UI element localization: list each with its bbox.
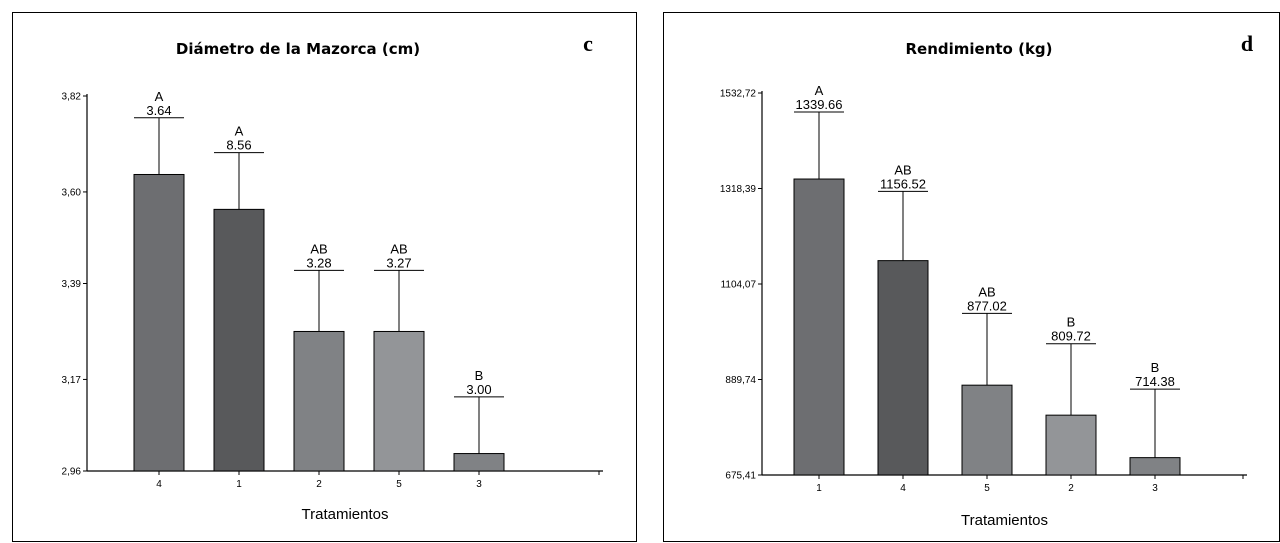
y-tick-label: 2,96 — [62, 467, 82, 478]
y-tick-label: 3,17 — [62, 375, 82, 386]
bar-3 — [453, 453, 505, 472]
data-label: 809.72 — [1051, 329, 1091, 344]
x-axis-label: Tratamientos — [302, 506, 389, 523]
x-tick-label: 2 — [1068, 483, 1074, 494]
x-tick-label: 2 — [316, 479, 322, 490]
group-letter: B — [1151, 360, 1160, 375]
y-tick-label: 3,82 — [62, 92, 82, 103]
x-tick-label: 3 — [1152, 483, 1158, 494]
group-letter: AB — [978, 284, 995, 299]
x-tick-label: 5 — [984, 483, 990, 494]
x-tick-label: 4 — [900, 483, 906, 494]
y-tick-label: 1532,72 — [720, 89, 757, 100]
chart-panel-d: Rendimiento (kg) d 675,41 889,74 1104,07 1318… — [663, 12, 1280, 542]
x-tick-label: 5 — [396, 479, 402, 490]
group-letter: B — [475, 368, 484, 383]
group-letter: AB — [310, 241, 327, 256]
chart-panel-c: Diámetro de la Mazorca (cm) c 2,96 3,17 3,39… — [12, 12, 637, 542]
group-letter: B — [1067, 315, 1076, 330]
bar-4 — [877, 260, 929, 476]
data-label: 877.02 — [967, 298, 1007, 313]
chart-title: Rendimiento (kg) — [905, 40, 1052, 58]
x-tick-label: 4 — [156, 479, 162, 490]
y-tick-label: 1318,39 — [720, 184, 757, 195]
bar-1 — [213, 208, 265, 472]
group-letter: AB — [390, 241, 407, 256]
bar-4 — [133, 173, 185, 472]
x-tick-label: 1 — [816, 483, 822, 494]
y-tick-label: 675,41 — [725, 471, 756, 482]
x-tick-label: 1 — [236, 479, 242, 490]
bar-2 — [293, 330, 345, 472]
data-label: 3.27 — [386, 255, 411, 270]
y-tick-label: 889,74 — [725, 375, 756, 386]
group-letter: AB — [894, 162, 911, 177]
data-label: 3.64 — [146, 103, 171, 118]
data-label: 3.00 — [466, 382, 491, 397]
bar-1 — [793, 178, 845, 476]
data-label: 1156.52 — [880, 176, 926, 191]
chart-title: Diámetro de la Mazorca (cm) — [176, 40, 420, 58]
bar-5 — [961, 384, 1013, 476]
y-tick-label: 3,60 — [62, 187, 82, 198]
group-letter: A — [815, 83, 824, 98]
chart-c-svg: Diámetro de la Mazorca (cm) c 2,96 3,17 3,39… — [62, 31, 603, 523]
bar-3 — [1129, 457, 1181, 476]
data-label: 3.28 — [306, 255, 331, 270]
data-label: 1339.66 — [796, 97, 843, 112]
bar-5 — [373, 330, 425, 472]
chart-d-svg: Rendimiento (kg) d 675,41 889,74 1104,07 1318… — [720, 31, 1253, 529]
bar-2 — [1045, 414, 1097, 476]
x-axis-label: Tratamientos — [961, 512, 1048, 529]
y-tick-label: 1104,07 — [721, 279, 757, 290]
x-tick-label: 3 — [476, 479, 482, 490]
y-tick-label: 3,39 — [62, 279, 82, 290]
group-letter: A — [235, 124, 244, 139]
group-letter: A — [155, 89, 164, 104]
panel-letter: d — [1241, 31, 1253, 56]
data-label: 714.38 — [1135, 374, 1175, 389]
data-label: 8.56 — [226, 138, 251, 153]
panel-letter: c — [583, 31, 593, 56]
